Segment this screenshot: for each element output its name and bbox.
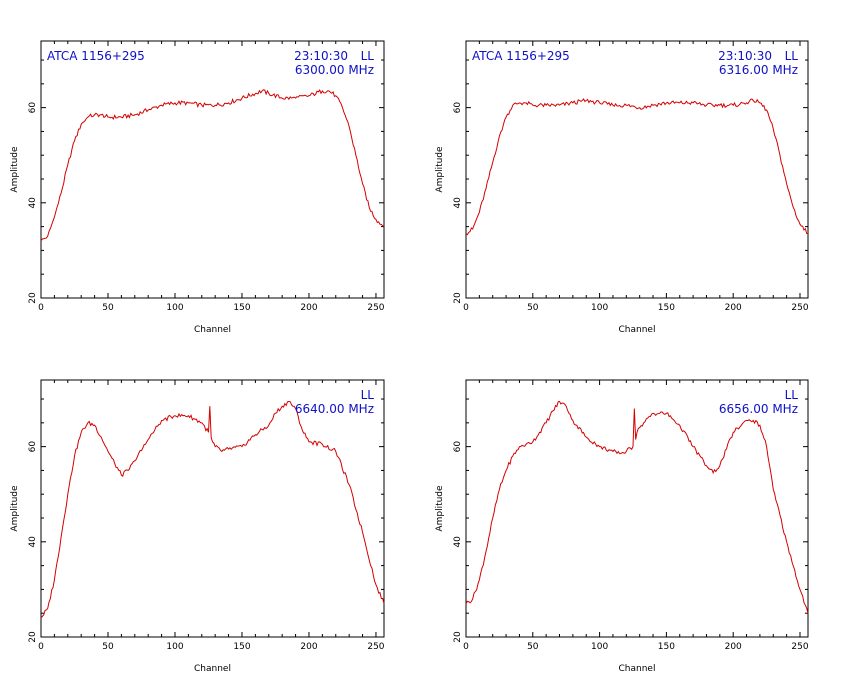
y-tick-label: 20 [28, 631, 38, 643]
spectrum-trace [465, 400, 809, 614]
x-tick-label: 200 [300, 642, 317, 652]
x-axis-label: Channel [194, 664, 231, 674]
y-tick-label: 40 [453, 197, 463, 209]
x-tick-label: 200 [725, 642, 742, 652]
x-tick-label: 50 [102, 303, 114, 313]
time-label: 23:10:30 [294, 49, 348, 63]
y-tick-label: 40 [453, 536, 463, 548]
y-tick-label: 60 [28, 441, 38, 453]
x-tick-label: 0 [38, 303, 44, 313]
y-tick-label: 40 [28, 197, 38, 209]
plot-frame [40, 40, 385, 299]
y-tick-label: 20 [453, 631, 463, 643]
x-tick-label: 250 [791, 303, 808, 313]
polarization-label: LL [361, 49, 375, 63]
x-tick-label: 250 [791, 642, 808, 652]
time-label: 23:10:30 [718, 49, 772, 63]
polarization-label: LL [361, 388, 375, 402]
x-tick-label: 250 [367, 642, 384, 652]
y-axis-label: Amplitude [10, 485, 20, 532]
tick-marks [40, 380, 384, 638]
x-tick-label: 250 [367, 303, 384, 313]
x-tick-label: 0 [463, 303, 469, 313]
frequency-label: 6656.00 MHz [719, 402, 798, 416]
x-tick-label: 0 [38, 642, 44, 652]
tick-labels: 0 50 100 150 200 250 20 40 60 [28, 102, 385, 313]
y-tick-label: 20 [453, 292, 463, 304]
spectrum-trace [465, 98, 809, 236]
tick-marks [465, 380, 808, 638]
frequency-label: 6640.00 MHz [295, 402, 374, 416]
x-tick-label: 200 [300, 303, 317, 313]
x-tick-label: 200 [725, 303, 742, 313]
tick-labels: 0 50 100 150 200 250 20 40 60 [453, 441, 809, 652]
x-tick-label: 100 [591, 303, 608, 313]
x-tick-label: 0 [463, 642, 469, 652]
tick-labels: 0 50 100 150 200 250 20 40 60 [28, 441, 385, 652]
spectrum-trace [40, 89, 385, 242]
plot-frame [40, 379, 385, 638]
y-tick-label: 60 [28, 102, 38, 114]
x-tick-label: 100 [166, 303, 183, 313]
x-tick-label: 150 [233, 303, 250, 313]
x-tick-label: 150 [233, 642, 250, 652]
x-axis-label: Channel [619, 664, 656, 674]
tick-labels: 0 50 100 150 200 250 20 40 60 [453, 102, 809, 313]
x-tick-label: 100 [591, 642, 608, 652]
x-tick-label: 100 [166, 642, 183, 652]
polarization-label: LL [785, 49, 799, 63]
plot-frame [465, 379, 809, 638]
x-axis-label: Channel [619, 325, 656, 335]
y-axis-label: Amplitude [435, 485, 445, 532]
x-axis-label: Channel [194, 325, 231, 335]
x-tick-label: 50 [527, 642, 539, 652]
tick-marks [40, 41, 384, 299]
plot-frame [465, 40, 809, 299]
x-tick-label: 50 [527, 303, 539, 313]
x-tick-label: 150 [658, 303, 675, 313]
frequency-label: 6300.00 MHz [295, 63, 374, 77]
y-tick-label: 60 [453, 102, 463, 114]
y-tick-label: 40 [28, 536, 38, 548]
x-tick-label: 50 [102, 642, 114, 652]
frequency-label: 6316.00 MHz [719, 63, 798, 77]
y-axis-label: Amplitude [435, 146, 445, 193]
source-label: ATCA 1156+295 [47, 49, 145, 63]
x-tick-label: 150 [658, 642, 675, 652]
y-axis-label: Amplitude [10, 146, 20, 193]
tick-marks [465, 41, 808, 299]
y-tick-label: 60 [453, 441, 463, 453]
y-tick-label: 20 [28, 292, 38, 304]
source-label: ATCA 1156+295 [472, 49, 570, 63]
polarization-label: LL [785, 388, 799, 402]
spectrum-trace [40, 400, 385, 619]
